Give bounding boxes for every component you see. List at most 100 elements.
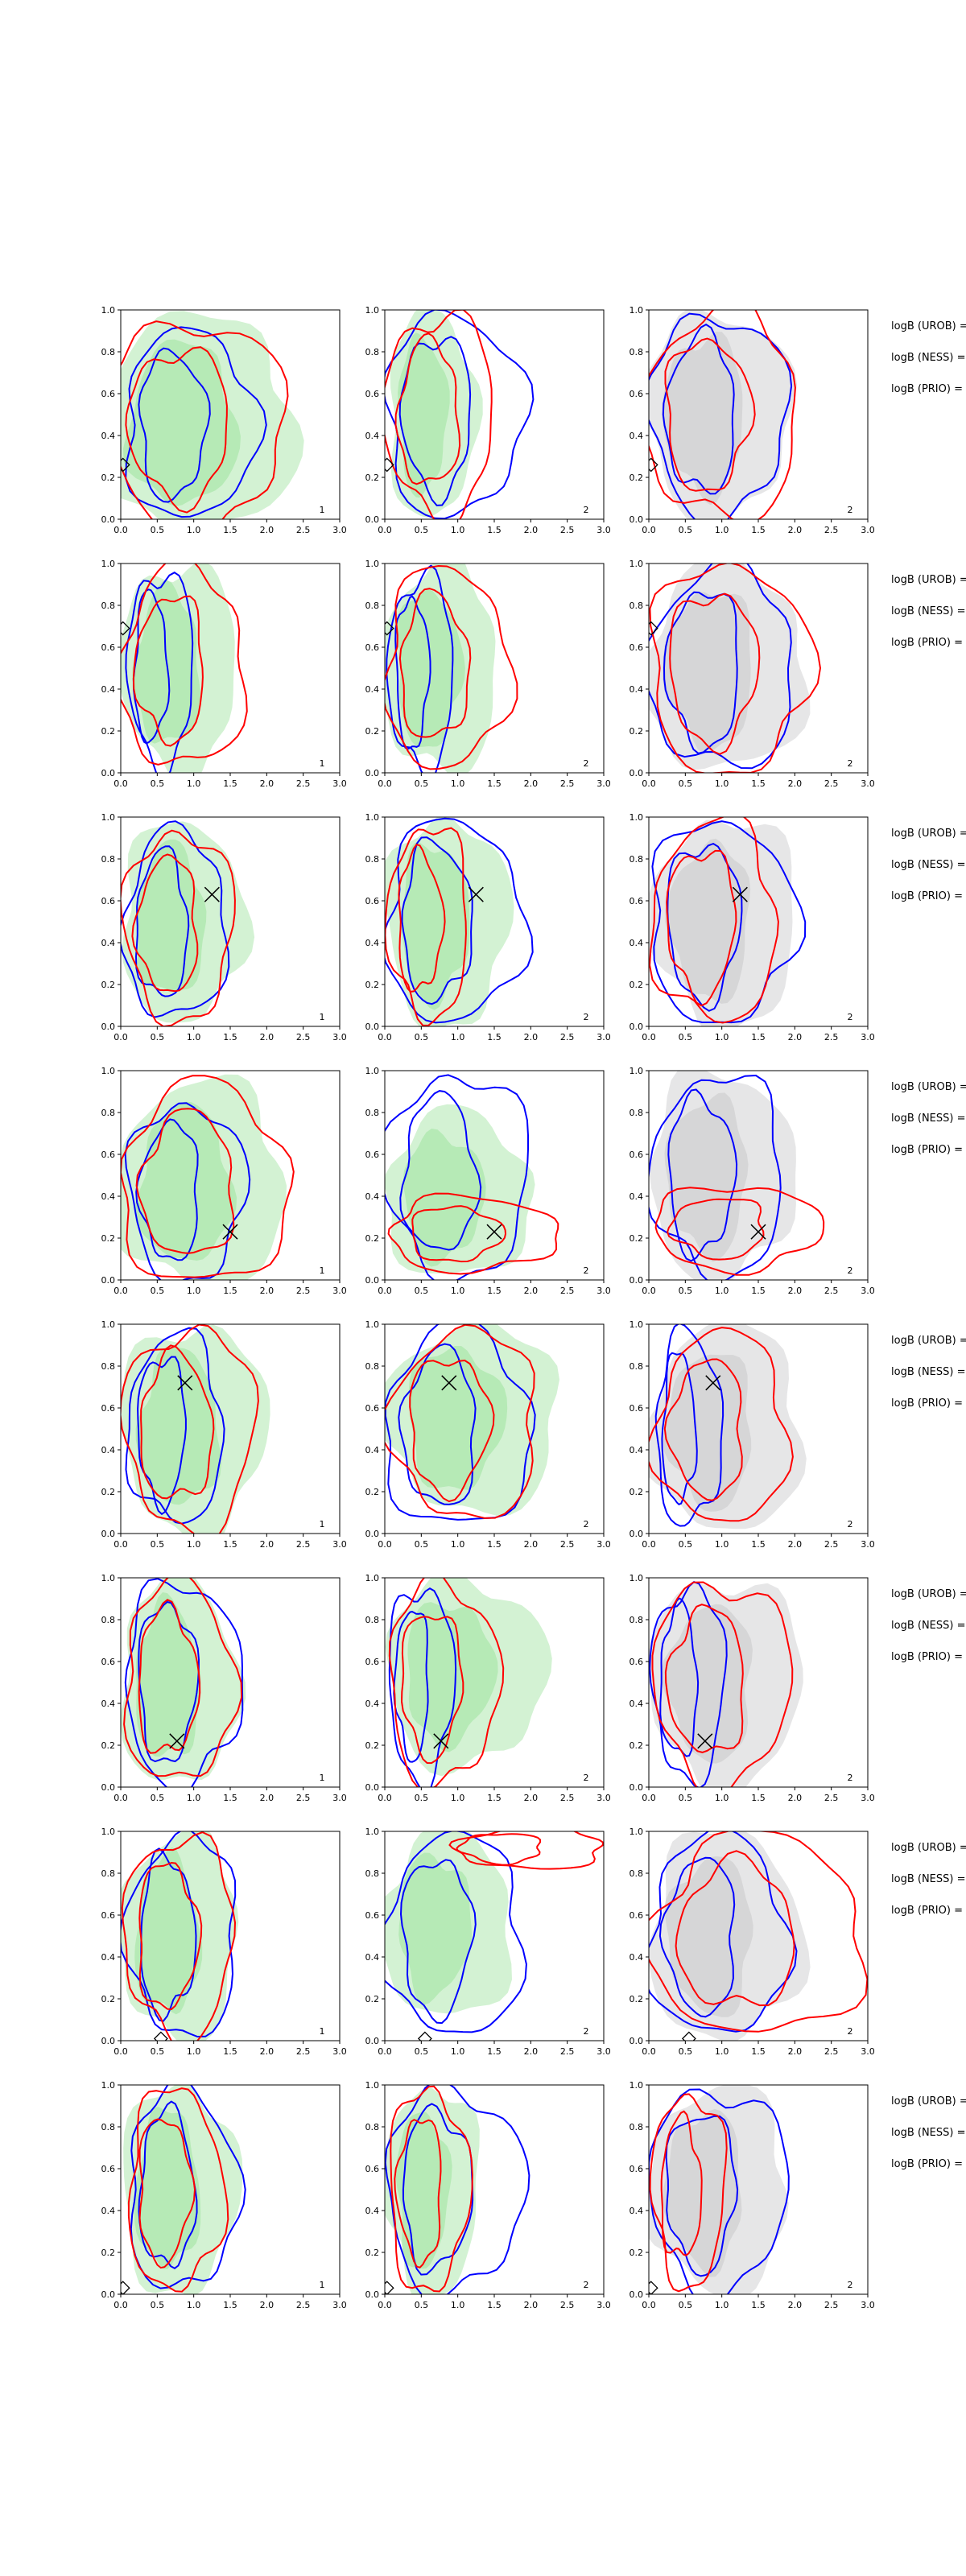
y-tick-label: 0.2 — [630, 1233, 644, 1244]
x-tick-label: 2.0 — [524, 2046, 539, 2057]
plot-area — [649, 1831, 868, 2041]
x-tick-label: 2.5 — [296, 1032, 311, 1042]
x-tick-label: 0.0 — [642, 2046, 656, 2057]
x-tick-label: 2.5 — [824, 2046, 839, 2057]
plot-area — [121, 564, 248, 773]
blue-contour-outer — [121, 1831, 237, 2038]
y-tick-label: 0.6 — [630, 896, 644, 906]
blue-contour-inner — [135, 1118, 199, 1261]
panel-21: 0.0 0.5 1.0 1.5 2.0 2.5 3.0 0.0 0.2 0.4 0.6 0.8 1.0 2 — [630, 1827, 875, 2057]
y-tick-label: 1.0 — [365, 812, 380, 823]
y-tick-label: 0.4 — [365, 1952, 380, 1963]
x-tick-label: 2.0 — [788, 1539, 803, 1550]
plot-area — [121, 1074, 295, 1280]
plot-area — [121, 1831, 239, 2041]
plot-area — [385, 1324, 559, 1521]
y-tick-label: 1.0 — [630, 2080, 644, 2091]
y-tick-label: 0.4 — [101, 938, 116, 948]
x-tick-label: 2.0 — [788, 525, 803, 535]
blue-contour-inner — [138, 347, 211, 503]
x-tick-label: 1.5 — [223, 2300, 237, 2310]
legend-logb-label: logB (UROB) = — [891, 1588, 966, 1600]
x-tick-label: 2.5 — [296, 1539, 311, 1550]
true-value-marker — [222, 1224, 238, 1240]
y-tick-label: 0.6 — [101, 1657, 116, 1667]
true-value-marker — [681, 2031, 696, 2041]
x-tick-label: 1.5 — [223, 778, 237, 789]
x-tick-label: 0.5 — [151, 778, 165, 789]
x-tick-label: 2.0 — [260, 1032, 275, 1042]
x-tick-label: 2.5 — [824, 2300, 839, 2310]
x-tick-label: 2.0 — [260, 2300, 275, 2310]
legend-logb-label: logB (NESS) = — [891, 1873, 965, 1885]
y-tick-label: 0.8 — [630, 1108, 644, 1118]
x-tick-label: 1.0 — [715, 778, 729, 789]
x-tick-label: 0.5 — [679, 778, 693, 789]
red-contour-inner — [138, 2118, 196, 2269]
true-value-marker — [468, 886, 484, 902]
x-tick-label: 1.5 — [223, 525, 237, 535]
red-contour-inner — [664, 337, 756, 492]
y-tick-label: 1.0 — [365, 1066, 380, 1076]
y-tick-label: 0.0 — [630, 2289, 644, 2300]
row-legend-6: logB (UROB) = logB (NESS) = logB (PRIO) = — [891, 1588, 966, 1663]
x-tick-label: 2.0 — [524, 1286, 539, 1296]
x-tick-label: 1.0 — [187, 525, 201, 535]
true-value-marker — [486, 1224, 502, 1240]
panel-11: 0.0 0.5 1.0 1.5 2.0 2.5 3.0 0.0 0.2 0.4 0.6 0.8 1.0 2 — [365, 1066, 611, 1296]
y-tick-label: 0.2 — [365, 473, 380, 483]
x-tick-label: 1.0 — [715, 1793, 729, 1803]
blue-contour-outer — [649, 1074, 782, 1280]
x-tick-label: 0.0 — [378, 1793, 392, 1803]
panel-index-label: 2 — [584, 505, 589, 515]
panel-index-label: 2 — [848, 2026, 853, 2037]
y-tick-label: 0.6 — [101, 389, 116, 399]
red-contour-inner — [456, 1833, 542, 1866]
x-tick-label: 1.0 — [451, 2300, 465, 2310]
red-contour-inner — [666, 849, 737, 1007]
red-contour-inner — [398, 588, 472, 738]
y-tick-label: 0.8 — [101, 1108, 116, 1118]
y-tick-label: 0.4 — [630, 431, 644, 441]
y-tick-label: 0.0 — [630, 1275, 644, 1286]
y-tick-label: 0.8 — [101, 1615, 116, 1625]
x-tick-label: 1.5 — [751, 2300, 766, 2310]
y-tick-label: 0.6 — [365, 1403, 380, 1414]
y-tick-label: 0.2 — [630, 1740, 644, 1751]
y-tick-label: 0.2 — [630, 980, 644, 990]
blue-contour-outer — [125, 1327, 225, 1525]
red-contour-inner — [409, 1359, 495, 1503]
x-tick-label: 2.0 — [788, 1032, 803, 1042]
x-tick-label: 2.5 — [560, 1793, 575, 1803]
y-tick-label: 0.2 — [365, 980, 380, 990]
blue-contour-inner — [401, 836, 473, 1005]
blue-contour-outer — [654, 1324, 724, 1527]
x-tick-label: 3.0 — [597, 1286, 611, 1296]
plot-area — [649, 2085, 790, 2294]
x-tick-label: 0.0 — [642, 1286, 656, 1296]
y-tick-label: 0.4 — [101, 1952, 116, 1963]
row-legend-3: logB (UROB) = logB (NESS) = logB (PRIO) = — [891, 828, 966, 902]
y-tick-label: 0.6 — [630, 1910, 644, 1921]
red-contour-inner — [664, 1604, 744, 1753]
x-tick-label: 1.5 — [751, 1793, 766, 1803]
y-tick-label: 0.2 — [630, 1487, 644, 1497]
y-tick-label: 0.6 — [630, 389, 644, 399]
x-tick-label: 0.5 — [151, 2046, 165, 2057]
x-tick-label: 1.0 — [715, 1032, 729, 1042]
panel-19: 0.0 0.5 1.0 1.5 2.0 2.5 3.0 0.0 0.2 0.4 0.6 0.8 1.0 1 — [101, 1827, 347, 2057]
x-tick-label: 2.5 — [824, 1539, 839, 1550]
y-tick-label: 0.4 — [101, 684, 116, 695]
x-tick-label: 1.0 — [187, 778, 201, 789]
y-tick-label: 1.0 — [630, 305, 644, 316]
x-tick-label: 1.0 — [451, 2046, 465, 2057]
y-tick-label: 0.0 — [365, 768, 380, 778]
blue-contour-inner — [659, 1597, 700, 1757]
blue-contour-outer — [649, 1580, 728, 1787]
y-tick-label: 0.2 — [365, 726, 380, 737]
y-tick-label: 0.6 — [365, 2164, 380, 2174]
blue-contour-outer — [124, 1102, 251, 1280]
y-tick-label: 0.6 — [630, 642, 644, 653]
red-contour-outer — [387, 1192, 559, 1275]
x-tick-label: 0.5 — [415, 1032, 429, 1042]
